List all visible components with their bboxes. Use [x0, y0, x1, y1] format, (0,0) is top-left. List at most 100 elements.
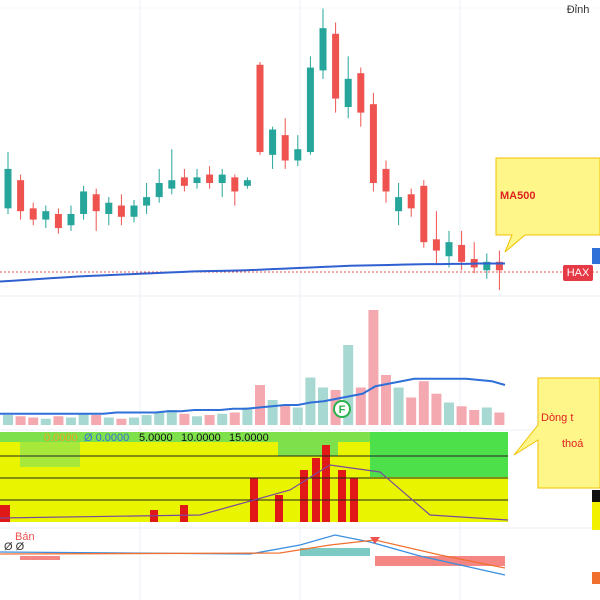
indicator-label: 5.0000 — [139, 432, 173, 444]
callout-box — [495, 157, 600, 253]
volume-bar — [406, 397, 417, 425]
volume-panel: F — [0, 310, 506, 425]
volume-bar — [305, 377, 316, 425]
candle-body — [231, 177, 239, 192]
volume-bar — [355, 387, 366, 425]
macd-line — [0, 534, 506, 576]
candle-body — [4, 168, 12, 209]
flow-bar — [338, 470, 346, 522]
flow-bar — [275, 495, 283, 522]
candle-body — [294, 149, 302, 161]
callout-box — [513, 377, 600, 489]
volume-bar — [166, 410, 177, 425]
candle-body — [155, 183, 163, 198]
volume-bar — [267, 400, 278, 425]
candle-body — [382, 168, 390, 192]
macd-bar — [20, 556, 60, 560]
volume-bar — [40, 418, 51, 425]
candle-body — [17, 180, 25, 212]
sell-label: Bán — [15, 531, 35, 543]
volume-bar — [103, 417, 114, 425]
candle-body — [306, 67, 314, 153]
candle-body — [332, 33, 340, 99]
volume-bar — [280, 405, 291, 425]
candle-body — [29, 208, 37, 220]
candle-body — [168, 180, 176, 189]
volume-bar — [53, 416, 64, 425]
candle-body — [432, 239, 440, 251]
candle-body — [269, 129, 277, 155]
candle-body — [218, 174, 226, 184]
candle-body — [80, 191, 88, 214]
candle-body — [445, 242, 453, 257]
volume-bar — [204, 415, 215, 425]
candle-body — [105, 202, 113, 214]
indicator-label: Ø 0.0000 — [84, 432, 129, 444]
price-panel — [0, 8, 505, 290]
signal-marker — [333, 400, 351, 418]
macd-hist — [300, 548, 370, 556]
volume-bar — [255, 385, 265, 425]
volume-bar — [3, 415, 13, 425]
volume-bar — [116, 418, 127, 425]
candle-body — [369, 104, 377, 184]
volume-bar — [456, 406, 467, 425]
flow-panel: 0.0000 Ø 0.0000 5.0000 10.0000 15.0000 — [0, 432, 509, 522]
candle-body — [92, 194, 100, 212]
candle-body — [256, 64, 264, 153]
volume-bar — [179, 413, 190, 425]
callout-text: Dòng t — [541, 412, 573, 424]
macd-panel: Ø Ø Bán — [0, 531, 506, 576]
candle-body — [344, 78, 352, 107]
peak-label: Đỉnh — [567, 4, 590, 16]
volume-bar — [141, 415, 152, 425]
volume-bar — [78, 413, 89, 425]
candle-body — [281, 135, 289, 161]
candle-body — [458, 244, 466, 262]
volume-bar — [66, 417, 76, 425]
macd-label: Ø Ø — [4, 541, 25, 553]
candle-body — [357, 73, 365, 113]
candle-body — [193, 177, 201, 184]
ma-line — [0, 262, 505, 283]
volume-bar — [381, 375, 391, 425]
edge-mark — [592, 572, 600, 584]
candle-body — [143, 197, 151, 206]
volume-bar — [444, 402, 454, 425]
flow-bar — [300, 470, 308, 522]
candle-body — [206, 174, 214, 184]
flow-band — [20, 442, 80, 467]
indicator-label: 15.0000 — [229, 432, 269, 444]
candle-body — [180, 177, 188, 186]
flow-bar — [322, 445, 330, 522]
candle-body — [54, 213, 62, 229]
macd-bar — [300, 548, 370, 556]
volume-bar — [292, 407, 303, 425]
volume-bar — [469, 410, 480, 425]
indicator-label: 10.0000 — [181, 432, 221, 444]
edge-mark — [592, 502, 600, 530]
flow-bar — [0, 505, 10, 522]
candle-body — [42, 211, 50, 220]
candle-body — [130, 205, 138, 217]
candle-body — [420, 185, 428, 243]
flow-line — [0, 464, 509, 521]
volume-bar — [154, 412, 165, 425]
macd-hist — [20, 556, 505, 566]
signal-label: F — [339, 404, 346, 416]
volume-bar — [318, 387, 328, 425]
volume-bar — [368, 310, 379, 425]
sell-marker — [370, 537, 380, 544]
callout-text: MA500 — [500, 190, 535, 202]
flow-bar — [312, 458, 320, 522]
indicator-label: 0.0000 — [44, 432, 78, 444]
signal-line — [0, 539, 506, 569]
volume-bar — [15, 416, 26, 425]
flow-band — [370, 432, 508, 477]
volume-bar — [343, 345, 354, 425]
volume-bar — [91, 415, 102, 425]
volume-bar — [217, 413, 228, 425]
